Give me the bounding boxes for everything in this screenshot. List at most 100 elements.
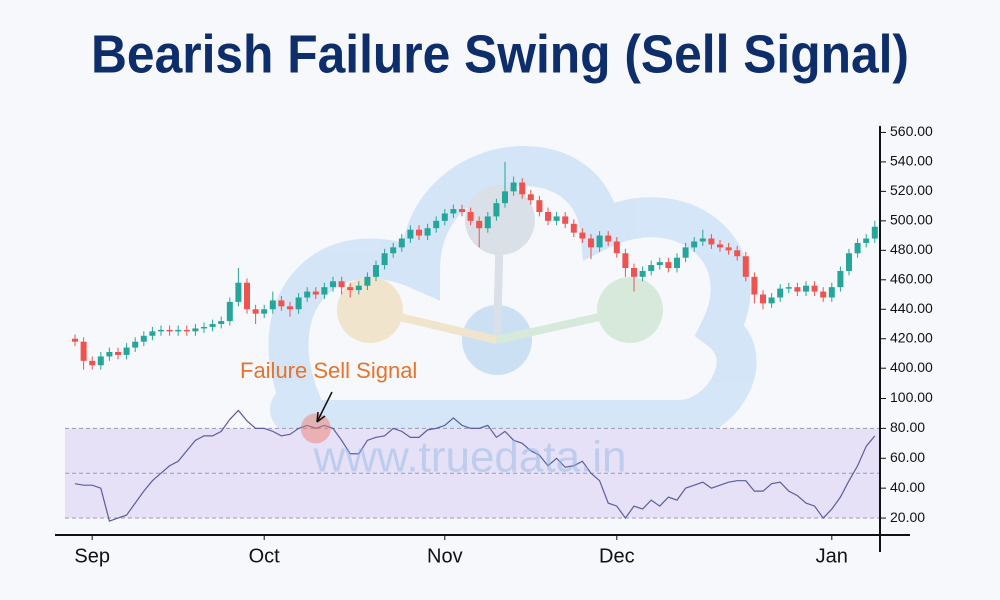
candle-body (519, 182, 526, 195)
candle-body (665, 262, 672, 268)
y-tick-label: 540.00 (890, 153, 933, 169)
candle-body (132, 341, 139, 348)
candle-body (553, 216, 560, 221)
candle-body (854, 242, 861, 254)
annotation: Failure Sell Signal (240, 358, 417, 383)
candle-body (72, 338, 78, 342)
candle-body (226, 301, 233, 322)
chart-title: Bearish Failure Swing (Sell Signal) (91, 24, 909, 84)
x-tick-label: Dec (599, 545, 635, 567)
watermark-text: www.truedata.in (312, 433, 626, 482)
candle-body (235, 282, 242, 302)
candle-body (89, 360, 96, 366)
y-tick-label: 520.00 (890, 182, 933, 198)
candle-body (484, 216, 491, 229)
candle-body (613, 241, 620, 254)
watermark-logo (268, 146, 757, 440)
candle-body (347, 287, 354, 291)
candle-body (252, 309, 259, 314)
y-tick-label: 60.00 (890, 449, 925, 465)
candle-body (656, 262, 663, 266)
y-tick-label: 100.00 (890, 389, 933, 405)
candle-body (450, 209, 457, 214)
candle-body (398, 238, 405, 248)
candle-body (811, 285, 818, 292)
candle-body (579, 232, 586, 239)
annotation-arrow (316, 391, 333, 423)
candle-body (106, 352, 113, 357)
candle-body (115, 352, 121, 355)
x-tick-label: Jan (816, 545, 848, 567)
candle-body (742, 256, 749, 277)
candle-body (803, 285, 809, 292)
candle-body (785, 287, 792, 289)
y-tick-label: 20.00 (890, 509, 925, 525)
candle-body (596, 235, 603, 248)
candle-body (166, 329, 173, 332)
candle-body (476, 220, 483, 229)
candle-body (570, 223, 577, 233)
x-tick-label: Oct (249, 545, 281, 567)
y-tick-label: 40.00 (890, 479, 925, 495)
candle-body (510, 182, 517, 192)
candle-body (338, 281, 345, 288)
candle-body (433, 220, 440, 229)
candle-body (777, 288, 784, 298)
candle-body (149, 331, 156, 336)
candle-body (863, 238, 870, 243)
candle-body (381, 253, 388, 266)
candle-body (192, 328, 199, 332)
candle-body (691, 241, 698, 248)
y-tick-label: 560.00 (890, 123, 933, 139)
candle-body (760, 294, 766, 304)
candle-body (846, 253, 852, 271)
y-tick-label: 420.00 (890, 329, 933, 345)
candle-body (837, 270, 844, 288)
candle-body (390, 247, 397, 254)
candle-body (734, 250, 741, 257)
candle-body (639, 270, 646, 277)
candle-body (261, 309, 268, 314)
candle-body (158, 329, 164, 332)
rsi-line (74, 409, 876, 522)
candle-body (459, 209, 465, 212)
candle-body (441, 213, 448, 221)
y-tick-label: 440.00 (890, 300, 933, 316)
candle-body (699, 238, 706, 242)
candle-body (364, 276, 371, 286)
candle-body (631, 268, 637, 277)
candle-body (674, 257, 680, 268)
x-tick-label: Sep (74, 545, 110, 567)
candle-body (321, 287, 328, 295)
candle-body (244, 282, 250, 310)
candle-body (209, 324, 216, 327)
candle-body (355, 285, 362, 291)
candle-body (820, 291, 827, 298)
candle-body (416, 229, 422, 236)
candle-body (183, 329, 190, 332)
plot-area: 400.00 420.00 440.00 460.00 480.00 500.00 520.… (65, 123, 933, 567)
candle-body (312, 291, 319, 295)
candle-body (536, 200, 543, 212)
y-tick-label: 80.00 (890, 419, 925, 435)
candle-body (278, 300, 285, 307)
candle-body (871, 226, 878, 239)
candle-body (527, 194, 534, 201)
candle-body (295, 297, 302, 310)
candle-body (502, 191, 508, 204)
candle-body (269, 300, 276, 310)
x-tick-label: Nov (427, 545, 463, 567)
candle-body (648, 265, 655, 271)
candle-body (407, 229, 414, 239)
candle-body (175, 329, 182, 332)
candle-body (562, 216, 569, 224)
candle-body (330, 281, 336, 288)
candle-body (140, 335, 147, 342)
candle-body (682, 247, 689, 258)
candle-body (725, 247, 732, 251)
candle-body (80, 341, 87, 361)
candle-body (588, 238, 594, 248)
candle-body (201, 326, 207, 329)
candle-body (622, 253, 629, 268)
